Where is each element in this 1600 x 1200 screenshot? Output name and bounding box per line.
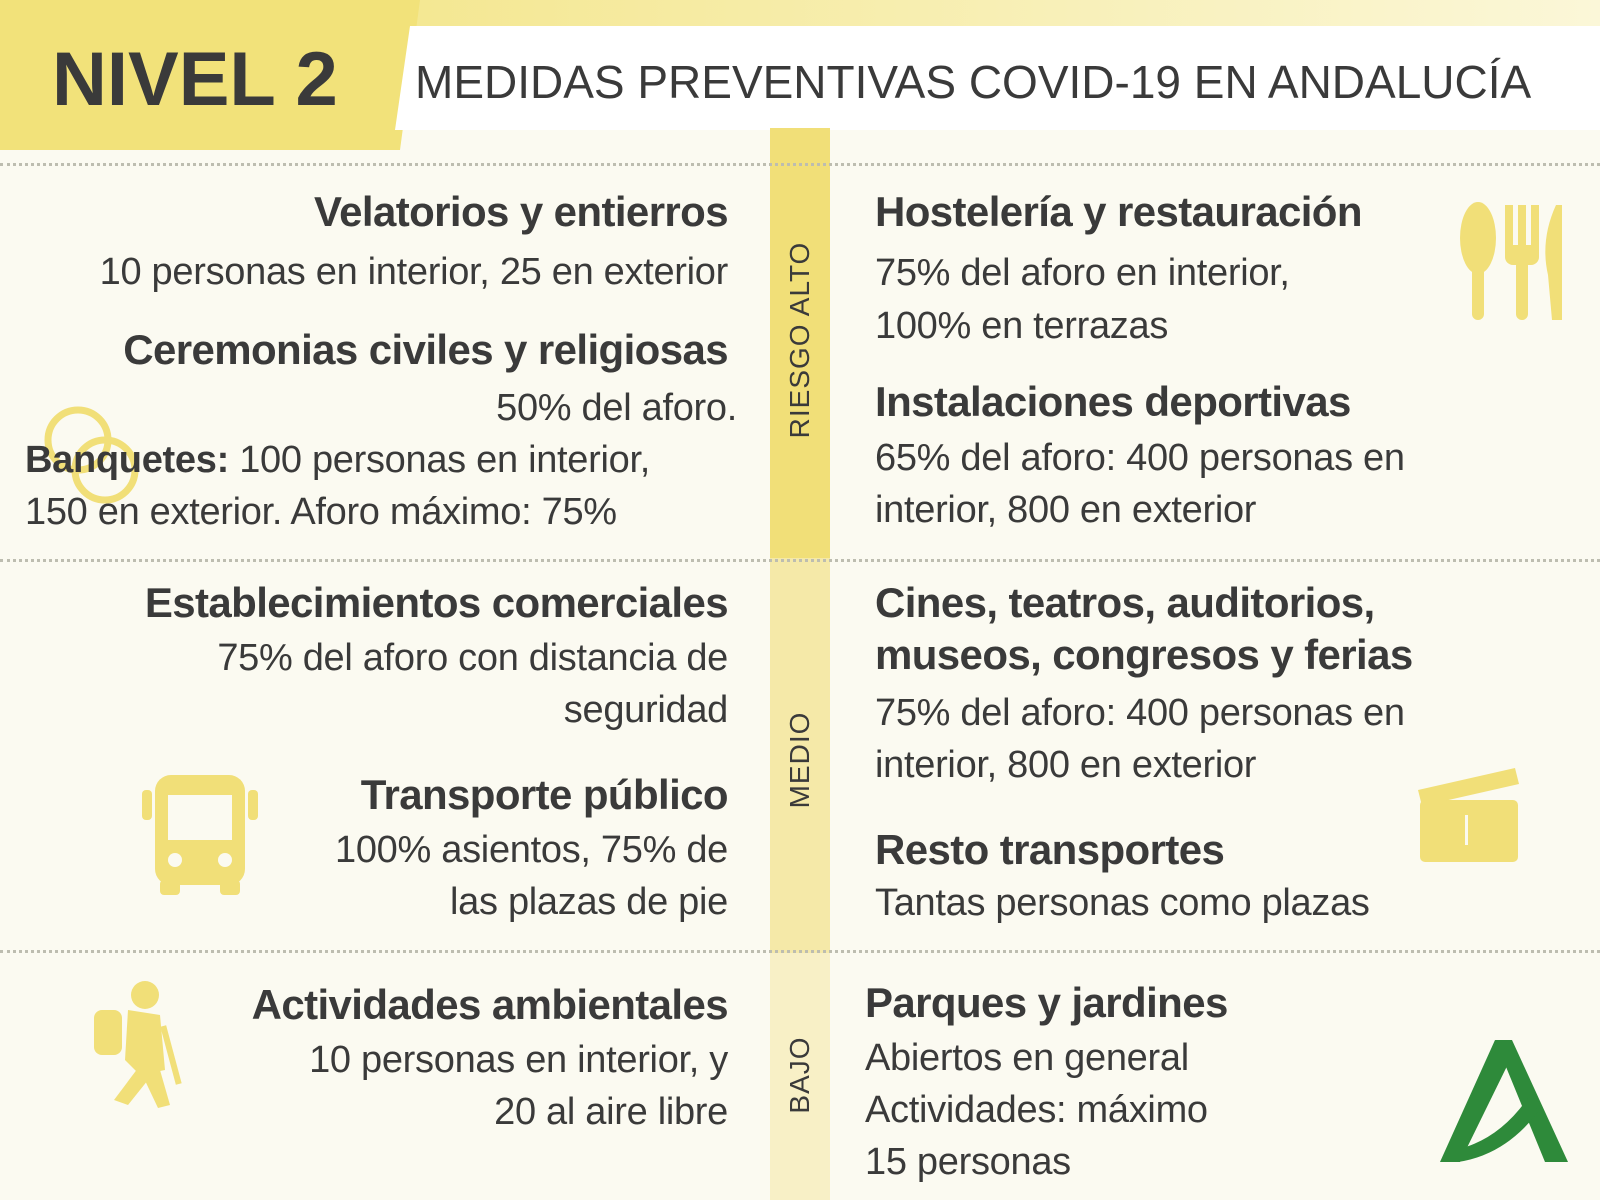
heading: Resto transportes bbox=[875, 826, 1225, 873]
text: 150 en exterior. Aforo máximo: 75% bbox=[25, 491, 617, 533]
level-title: NIVEL 2 bbox=[52, 37, 338, 122]
heading: Velatorios y entierros bbox=[314, 188, 729, 235]
label: Banquetes: bbox=[25, 439, 229, 481]
text: 75% del aforo: 400 personas en bbox=[875, 692, 1405, 734]
text: 75% del aforo en interior, bbox=[875, 252, 1290, 294]
text: Tantas personas como plazas bbox=[875, 882, 1370, 924]
risk-level: MEDIO bbox=[784, 711, 815, 809]
text: 100% asientos, 75% de bbox=[335, 829, 728, 871]
text: Banquetes: 100 personas en interior, bbox=[25, 434, 650, 486]
heading: Cines, teatros, auditorios, bbox=[875, 579, 1375, 626]
text: Abiertos en general bbox=[865, 1037, 1189, 1079]
heading: Establecimientos comerciales bbox=[144, 579, 729, 626]
heading: Parques y jardines bbox=[865, 979, 1228, 1026]
risk-level: RIESGO ALTO bbox=[784, 241, 815, 439]
text: interior, 800 en exterior bbox=[875, 489, 1257, 531]
header-title: MEDIDAS PREVENTIVAS COVID-19 EN ANDALUCÍ… bbox=[415, 56, 1532, 108]
heading: Hostelería y restauración bbox=[875, 188, 1362, 235]
text: 20 al aire libre bbox=[494, 1091, 728, 1133]
heading: Actividades ambientales bbox=[251, 981, 729, 1028]
text: 65% del aforo: 400 personas en bbox=[875, 437, 1405, 479]
text: 75% del aforo con distancia de bbox=[217, 637, 728, 679]
text: 10 personas en interior, y bbox=[309, 1039, 728, 1081]
heading: Transporte público bbox=[360, 771, 729, 818]
heading: Instalaciones deportivas bbox=[875, 378, 1351, 425]
text: 50% del aforo. bbox=[496, 387, 737, 429]
text: las plazas de pie bbox=[450, 881, 728, 923]
divider bbox=[0, 559, 1600, 562]
text: 100% en terrazas bbox=[875, 305, 1169, 347]
text: Actividades: máximo bbox=[865, 1089, 1208, 1131]
text: seguridad bbox=[563, 689, 729, 731]
text: 10 personas en interior, 25 en exterior bbox=[99, 251, 729, 293]
heading: Ceremonias civiles y religiosas bbox=[123, 326, 728, 373]
text: interior, 800 en exterior bbox=[875, 744, 1257, 786]
heading: museos, congresos y ferias bbox=[875, 631, 1413, 678]
text: 100 personas en interior, bbox=[239, 439, 650, 481]
divider bbox=[0, 163, 1600, 166]
divider bbox=[0, 950, 1600, 953]
risk-level: BAJO bbox=[784, 1036, 815, 1114]
text: 15 personas bbox=[865, 1141, 1071, 1183]
